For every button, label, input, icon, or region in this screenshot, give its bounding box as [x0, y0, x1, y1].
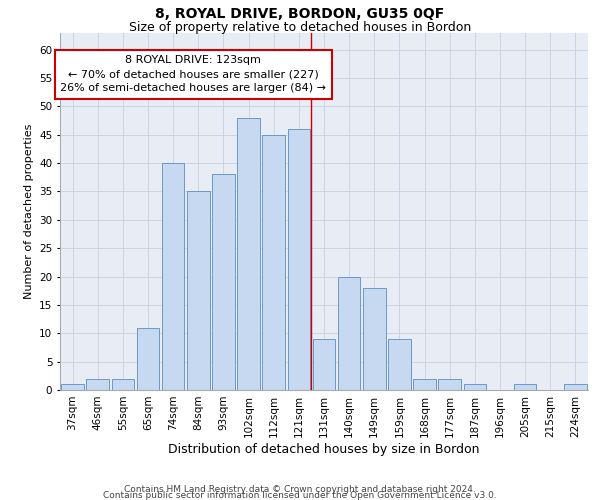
Text: Size of property relative to detached houses in Bordon: Size of property relative to detached ho…	[129, 21, 471, 34]
Bar	[514, 384, 536, 390]
Bar	[564, 384, 587, 390]
Bar	[212, 174, 235, 390]
Text: 8, ROYAL DRIVE, BORDON, GU35 0QF: 8, ROYAL DRIVE, BORDON, GU35 0QF	[155, 8, 445, 22]
Bar	[162, 163, 184, 390]
Bar	[61, 384, 84, 390]
Bar	[187, 192, 209, 390]
Bar	[237, 118, 260, 390]
Bar	[287, 129, 310, 390]
Bar	[363, 288, 386, 390]
Bar	[464, 384, 486, 390]
Bar	[137, 328, 160, 390]
Bar	[112, 378, 134, 390]
Bar	[413, 378, 436, 390]
Bar	[86, 378, 109, 390]
Bar	[313, 339, 335, 390]
Text: Contains public sector information licensed under the Open Government Licence v3: Contains public sector information licen…	[103, 490, 497, 500]
Bar	[439, 378, 461, 390]
Text: Contains HM Land Registry data © Crown copyright and database right 2024.: Contains HM Land Registry data © Crown c…	[124, 485, 476, 494]
Bar	[262, 134, 285, 390]
Bar	[338, 276, 361, 390]
Y-axis label: Number of detached properties: Number of detached properties	[23, 124, 34, 299]
Text: 8 ROYAL DRIVE: 123sqm
← 70% of detached houses are smaller (227)
26% of semi-det: 8 ROYAL DRIVE: 123sqm ← 70% of detached …	[60, 55, 326, 93]
Bar	[388, 339, 411, 390]
X-axis label: Distribution of detached houses by size in Bordon: Distribution of detached houses by size …	[168, 442, 480, 456]
